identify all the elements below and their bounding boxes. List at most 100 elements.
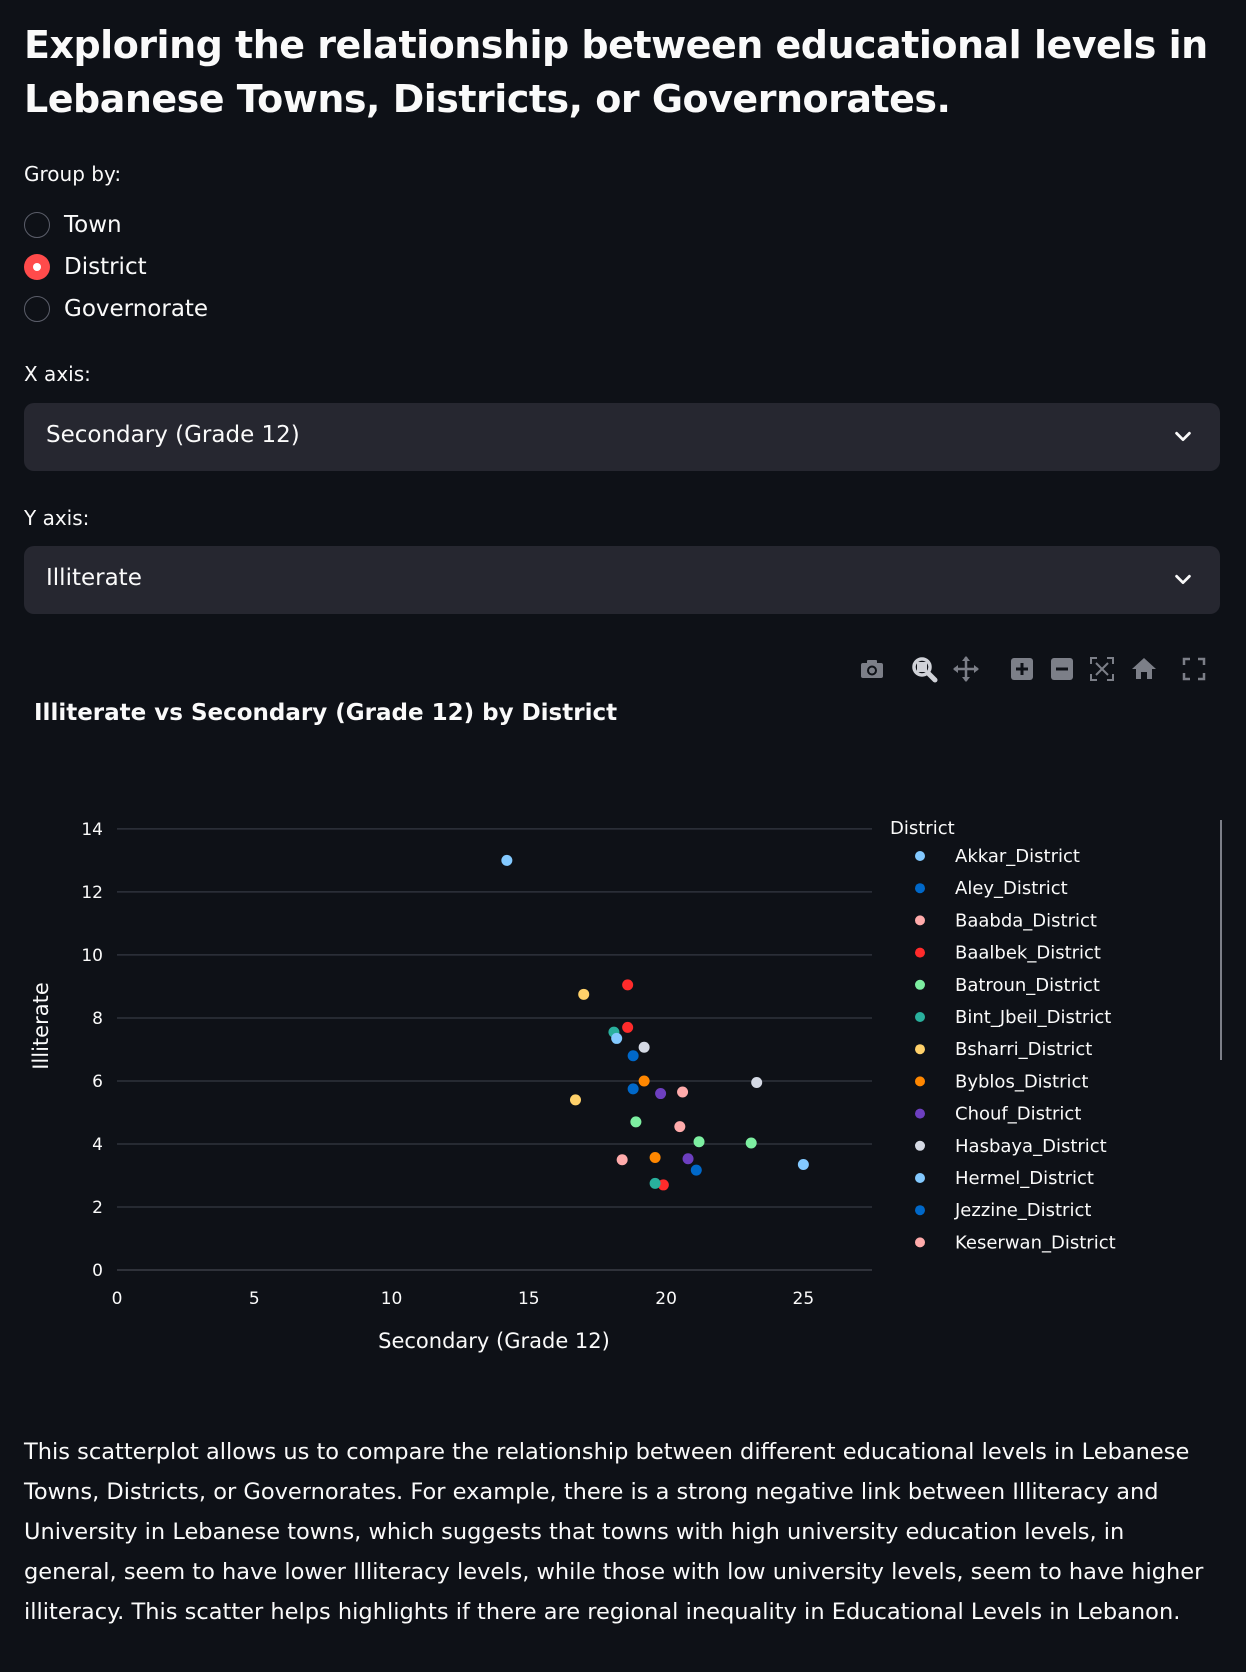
scatter-point[interactable] — [638, 1075, 650, 1087]
scatter-point[interactable] — [649, 1177, 661, 1189]
page-title: Exploring the relationship between educa… — [24, 23, 1208, 121]
legend-item-label[interactable]: Byblos_District — [955, 1071, 1088, 1092]
legend-item-label[interactable]: Aley_District — [955, 878, 1068, 899]
legend-marker[interactable] — [915, 1173, 925, 1183]
scatter-chart[interactable]: 0 2 4 6 8 10 12 14 0 5 10 15 20 25 Secondary (Grade … — [0, 790, 1246, 1370]
legend-title: District — [890, 818, 955, 839]
zoom-out-icon[interactable] — [1048, 655, 1076, 683]
radio-option-governorate[interactable]: Governorate — [24, 294, 208, 324]
radio-label: District — [64, 254, 147, 280]
legend-marker[interactable] — [915, 1237, 925, 1248]
x-tick-labels: 0 5 10 15 20 25 — [112, 1289, 815, 1309]
legend-scrollbar[interactable] — [1220, 820, 1222, 1060]
scatter-point[interactable] — [751, 1077, 763, 1089]
y-tick-label: 2 — [92, 1198, 103, 1218]
scatter-point[interactable] — [622, 1021, 634, 1033]
legend-item-label[interactable]: Bint_Jbeil_District — [955, 1007, 1111, 1028]
y-tick-label: 8 — [92, 1009, 103, 1029]
radio-label: Town — [64, 212, 122, 238]
autoscale-icon[interactable] — [1088, 655, 1116, 683]
scatter-point[interactable] — [578, 988, 590, 1000]
scatter-point[interactable] — [677, 1086, 689, 1098]
legend-marker[interactable] — [915, 979, 925, 990]
scatter-point[interactable] — [649, 1152, 661, 1164]
legend-marker[interactable] — [915, 1044, 925, 1055]
x-tick-label: 5 — [249, 1289, 260, 1309]
legend-item-label[interactable]: Keserwan_District — [955, 1232, 1116, 1253]
radio-circle-selected — [24, 254, 50, 280]
scatter-point[interactable] — [674, 1121, 686, 1133]
x-axis-select[interactable]: Secondary (Grade 12) — [24, 403, 1220, 471]
legend-item-label[interactable]: Hermel_District — [955, 1168, 1094, 1189]
group-by-label: Group by: — [24, 162, 122, 186]
scatter-point[interactable] — [693, 1136, 705, 1148]
pan-icon[interactable] — [952, 655, 980, 683]
y-tick-label: 6 — [92, 1072, 103, 1092]
scatter-point[interactable] — [616, 1154, 628, 1166]
x-axis-select-value: Secondary (Grade 12) — [46, 422, 300, 448]
x-tick-label: 10 — [381, 1289, 403, 1309]
legend-item-label[interactable]: Chouf_District — [955, 1104, 1081, 1125]
scatter-point[interactable] — [627, 1050, 639, 1062]
scatter-point[interactable] — [657, 1179, 669, 1191]
y-axis-select[interactable]: Illiterate — [24, 546, 1220, 614]
y-tick-label: 0 — [92, 1261, 103, 1281]
chart-title: Illiterate vs Secondary (Grade 12) by Di… — [34, 700, 618, 726]
radio-option-town[interactable]: Town — [24, 210, 122, 240]
data-points — [501, 854, 809, 1191]
radio-label: Governorate — [64, 296, 209, 322]
radio-circle — [24, 296, 50, 322]
scatter-point[interactable] — [745, 1137, 757, 1149]
x-tick-label: 20 — [655, 1289, 677, 1309]
legend-item-label[interactable]: Bsharri_District — [955, 1039, 1092, 1060]
legend-marker[interactable] — [915, 947, 925, 958]
scatter-point[interactable] — [622, 979, 634, 991]
home-icon[interactable] — [1130, 655, 1158, 683]
legend-item-label[interactable]: Akkar_District — [955, 846, 1080, 867]
scatter-point[interactable] — [501, 854, 513, 866]
scatter-point[interactable] — [638, 1041, 650, 1053]
x-axis-label: X axis: — [24, 362, 91, 386]
y-tick-label: 10 — [81, 946, 103, 966]
scatter-point[interactable] — [611, 1032, 623, 1044]
scatter-point[interactable] — [569, 1094, 581, 1106]
legend-marker[interactable] — [915, 883, 925, 894]
x-tick-label: 15 — [518, 1289, 540, 1309]
legend-marker[interactable] — [915, 1076, 925, 1087]
scatter-point[interactable] — [797, 1158, 809, 1170]
y-tick-label: 12 — [81, 883, 103, 903]
legend-marker[interactable] — [915, 851, 925, 861]
legend-item-label[interactable]: Jezzine_District — [954, 1200, 1091, 1221]
camera-icon[interactable] — [858, 655, 886, 683]
scatter-point[interactable] — [690, 1164, 702, 1176]
zoom-in-icon[interactable] — [1008, 655, 1036, 683]
legend-item-label[interactable]: Baabda_District — [955, 910, 1097, 931]
legend-marker[interactable] — [915, 915, 925, 926]
scatter-point[interactable] — [682, 1153, 694, 1165]
x-axis-title: Secondary (Grade 12) — [378, 1329, 610, 1353]
y-tick-label: 4 — [92, 1135, 103, 1155]
legend-marker[interactable] — [915, 1108, 925, 1119]
chevron-down-icon — [1175, 574, 1191, 585]
legend-item-label[interactable]: Batroun_District — [955, 975, 1100, 996]
scatter-point[interactable] — [630, 1116, 642, 1128]
scatter-point[interactable] — [627, 1083, 639, 1095]
y-tick-labels: 0 2 4 6 8 10 12 14 — [81, 820, 103, 1281]
legend-item-label[interactable]: Baalbek_District — [955, 943, 1101, 964]
chevron-down-icon — [1175, 431, 1191, 442]
y-axis-label: Y axis: — [24, 506, 90, 530]
legend[interactable]: Akkar_District Aley_District Baabda_Distri… — [915, 846, 1116, 1253]
legend-marker[interactable] — [915, 1140, 925, 1151]
legend-item-label[interactable]: Hasbaya_District — [955, 1136, 1107, 1157]
x-tick-label: 25 — [793, 1289, 815, 1309]
scatter-point[interactable] — [655, 1088, 667, 1100]
fullscreen-icon[interactable] — [1180, 655, 1208, 683]
legend-marker[interactable] — [915, 1012, 925, 1022]
legend-marker[interactable] — [915, 1205, 925, 1216]
radio-option-district[interactable]: District — [24, 252, 147, 282]
gridlines — [117, 828, 872, 1271]
y-tick-label: 14 — [81, 820, 103, 840]
zoom-icon[interactable] — [910, 655, 938, 683]
x-tick-label: 0 — [112, 1289, 123, 1309]
